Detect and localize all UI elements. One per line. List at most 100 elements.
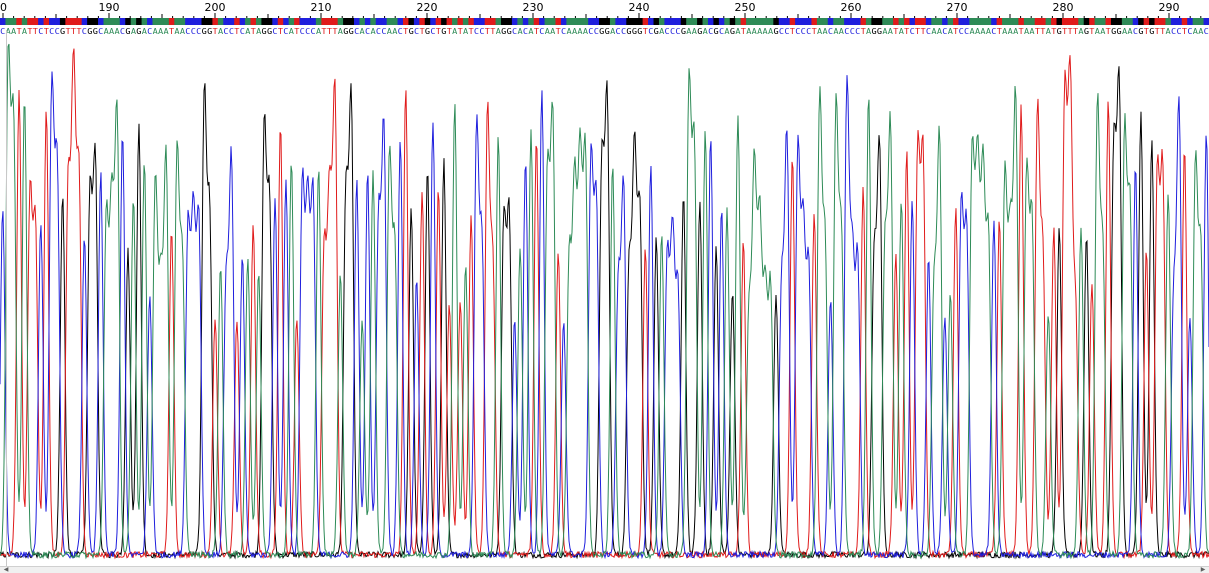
ruler-tick-label: 240 — [629, 1, 650, 14]
base-quality-cell — [1149, 18, 1155, 25]
base-quality-cell — [239, 18, 246, 25]
base-call: A — [752, 27, 757, 36]
base-call: A — [833, 27, 838, 36]
base-call: A — [153, 27, 158, 36]
base-call: T — [1062, 27, 1067, 36]
base-call: T — [436, 27, 441, 36]
base-call: A — [1024, 27, 1029, 36]
base-call: G — [773, 27, 778, 36]
base-quality-cell — [588, 18, 595, 25]
base-call: G — [93, 27, 98, 36]
base-quality-cell — [860, 18, 867, 25]
base-call: C — [1187, 27, 1192, 36]
base-quality-cell — [147, 18, 153, 25]
base-quality-cell — [136, 18, 142, 25]
base-quality-cell — [43, 18, 50, 25]
base-call: A — [1013, 27, 1018, 36]
base-quality-cell — [795, 18, 801, 25]
base-quality-cell — [1165, 18, 1172, 25]
base-call: A — [289, 27, 294, 36]
base-call: C — [1171, 27, 1176, 36]
base-call: C — [910, 27, 915, 36]
base-call: C — [120, 27, 125, 36]
base-call: C — [795, 27, 800, 36]
base-quality-cell — [855, 18, 861, 25]
base-quality-cell — [1094, 18, 1101, 25]
base-quality-cell — [631, 18, 638, 25]
base-quality-cell — [381, 18, 388, 25]
base-call: T — [1068, 27, 1073, 36]
base-quality-cell — [321, 18, 328, 25]
base-quality-cell — [1159, 18, 1166, 25]
horizontal-scrollbar[interactable]: ◀ ▶ — [0, 566, 1209, 573]
base-call: C — [512, 27, 517, 36]
base-call: C — [942, 27, 947, 36]
base-quality-cell — [550, 18, 556, 25]
base-quality-cell — [141, 18, 148, 25]
base-call: G — [871, 27, 876, 36]
base-quality-cell — [359, 18, 366, 25]
base-call: A — [866, 27, 871, 36]
base-quality-cell — [691, 18, 698, 25]
base-call: T — [643, 27, 648, 36]
base-quality-cell — [539, 18, 545, 25]
base-call: C — [616, 27, 621, 36]
base-quality-cell — [740, 18, 747, 25]
base-call: G — [343, 27, 348, 36]
base-call: A — [550, 27, 555, 36]
base-quality-cell — [408, 18, 415, 25]
base-call: T — [1155, 27, 1160, 36]
base-quality-cell — [833, 18, 840, 25]
base-quality-cell — [441, 18, 447, 25]
base-quality-cell — [599, 18, 605, 25]
scroll-left-icon[interactable]: ◀ — [3, 567, 9, 573]
base-call: A — [763, 27, 768, 36]
base-quality-cell — [277, 18, 284, 25]
base-quality-cell — [669, 18, 676, 25]
base-quality-cell — [70, 18, 77, 25]
base-quality-cell — [974, 18, 981, 25]
base-quality-cell — [517, 18, 524, 25]
base-quality-cell — [658, 18, 665, 25]
base-quality-cell — [348, 18, 355, 25]
ruler-tick-label: 280 — [1053, 1, 1074, 14]
base-call: G — [349, 27, 354, 36]
base-call: T — [1035, 27, 1040, 36]
base-call: C — [806, 27, 811, 36]
base-quality-cell — [10, 18, 17, 25]
base-quality-cell — [196, 18, 202, 25]
base-quality-cell — [756, 18, 763, 25]
base-quality-cell — [762, 18, 769, 25]
base-call: A — [496, 27, 501, 36]
ruler-tick-label: 270 — [947, 1, 968, 14]
base-call: C — [523, 27, 528, 36]
base-quality-cell — [114, 18, 121, 25]
base-quality-cell — [697, 18, 703, 25]
base-quality-cell — [1198, 18, 1204, 25]
base-call: T — [213, 27, 218, 36]
base-quality-cell — [179, 18, 186, 25]
base-call: G — [441, 27, 446, 36]
base-call: G — [202, 27, 207, 36]
base-quality-cell — [65, 18, 72, 25]
base-quality-cell — [849, 18, 856, 25]
base-call: A — [392, 27, 397, 36]
base-call: C — [675, 27, 680, 36]
base-quality-cell — [887, 18, 894, 25]
base-call: C — [959, 27, 964, 36]
base-call: C — [665, 27, 670, 36]
base-call: C — [272, 27, 277, 36]
base-call: C — [430, 27, 435, 36]
ruler-tick-label: 250 — [735, 1, 756, 14]
base-call: A — [115, 27, 120, 36]
base-quality-cell — [430, 18, 437, 25]
base-quality-cell — [294, 18, 300, 25]
base-call: A — [686, 27, 691, 36]
scroll-right-icon[interactable]: ▶ — [1200, 567, 1206, 573]
base-quality-cell — [729, 18, 736, 25]
base-call: T — [251, 27, 256, 36]
base-call: A — [980, 27, 985, 36]
base-quality-cell — [925, 18, 932, 25]
base-call: A — [839, 27, 844, 36]
